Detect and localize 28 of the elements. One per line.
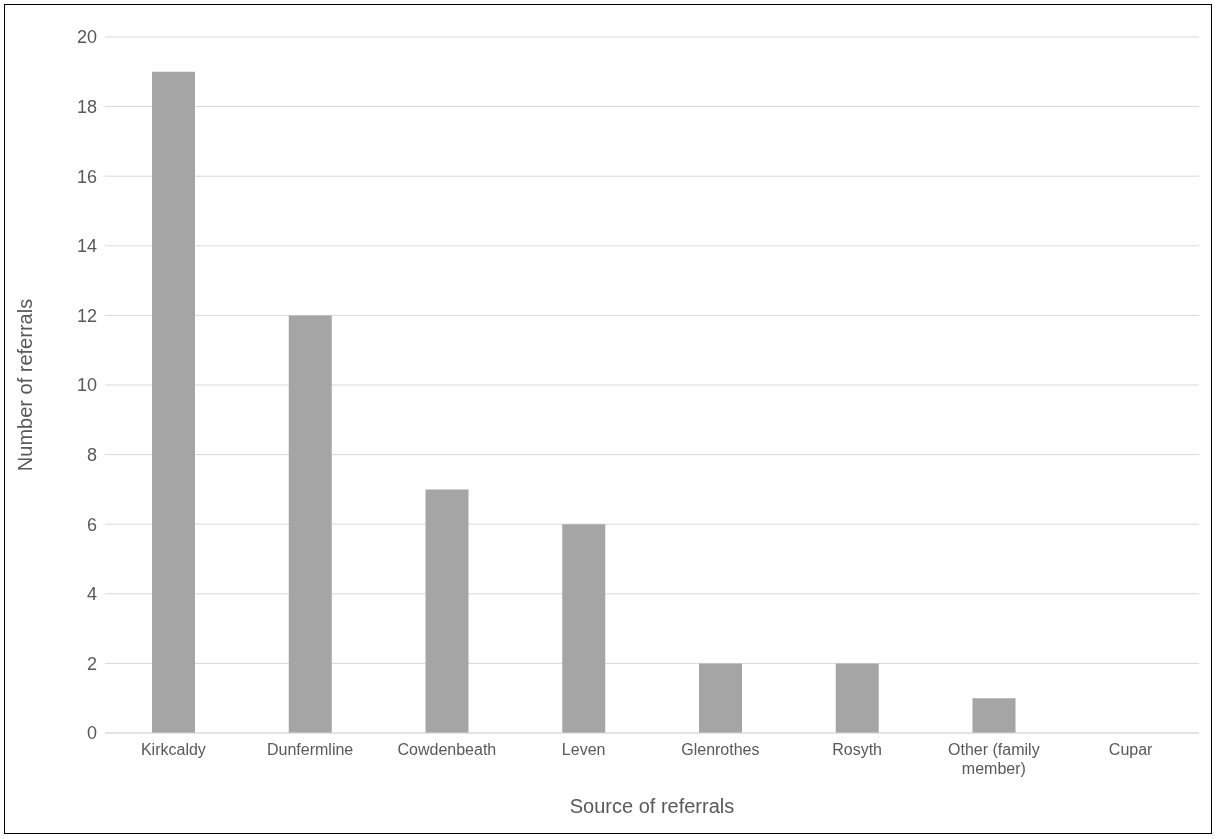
bar [699,663,742,733]
y-tick-label: 8 [86,444,97,465]
bar [972,698,1016,733]
x-axis-title: Source of referrals [569,795,735,817]
y-tick-label: 16 [76,166,97,187]
y-tick-label: 12 [76,305,97,326]
x-tick-label: Glenrothes [681,741,760,758]
y-axis-title: Number of referrals [14,298,37,472]
bar [288,315,332,733]
y-tick-label: 10 [76,375,97,396]
x-tick-label: Other (family member) [948,741,1040,777]
x-tick-label: Kirkcaldy [140,741,206,758]
y-tick-label: 14 [76,236,97,257]
y-tick-label: 0 [86,723,97,744]
x-tick-label: Rosyth [832,741,883,758]
y-tick-label: 2 [86,653,97,674]
y-tick-label: 20 [76,27,97,48]
bar [152,71,195,733]
y-tick-label: 4 [86,584,97,605]
bar [835,663,879,733]
x-tick-label: Leven [561,741,606,758]
y-tick-label: 18 [76,96,97,117]
x-tick-label: Cupar [1108,741,1154,758]
x-tick-label: Cowdenbeath [397,741,497,758]
x-tick-label: Dunfermline [266,741,354,758]
bar [562,524,606,733]
y-tick-label: 6 [86,514,97,535]
bar [425,489,469,733]
